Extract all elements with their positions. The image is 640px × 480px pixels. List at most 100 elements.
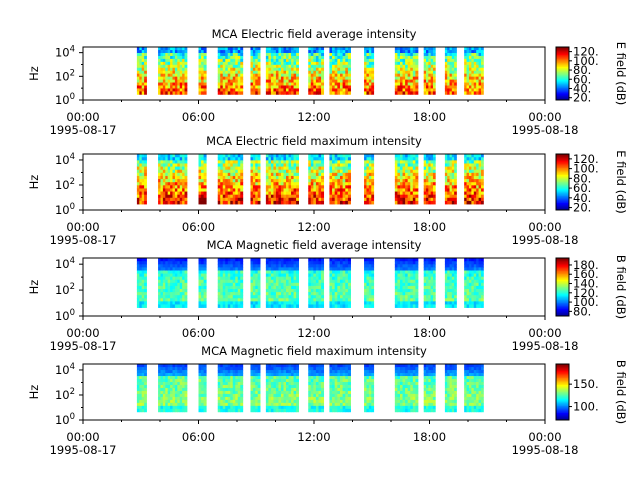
spectrogram-cell: [399, 79, 403, 83]
spectrogram-cell: [158, 384, 161, 389]
colorbar-swatch: [556, 81, 569, 84]
spectrogram-cell: [227, 188, 231, 192]
spectrogram-cell: [428, 301, 432, 305]
colorbar-swatch: [556, 48, 569, 51]
spectrogram-cell: [170, 295, 173, 299]
spectrogram-cell: [280, 188, 284, 192]
spectrogram-cell: [402, 79, 406, 83]
spectrogram-cell: [371, 85, 375, 89]
spectrogram-cell: [397, 154, 401, 158]
spectrogram-cell: [222, 292, 226, 296]
spectrogram-cell: [139, 273, 143, 278]
spectrogram-cell: [144, 82, 147, 86]
spectrogram-cell: [217, 270, 221, 274]
spectrogram-cell: [217, 408, 221, 413]
spectrogram-cell: [230, 279, 234, 284]
spectrogram-cell: [270, 267, 274, 271]
spectrogram-cell: [402, 82, 406, 86]
spectrogram-cell: [337, 304, 341, 308]
spectrogram-cell: [315, 185, 319, 189]
spectrogram-cell: [444, 154, 448, 158]
spectrogram-cell: [217, 163, 221, 167]
spectrogram-cell: [399, 292, 403, 296]
spectrogram-cell: [170, 261, 173, 265]
spectrogram-cell: [165, 73, 169, 78]
spectrogram-cell: [288, 76, 292, 80]
spectrogram-cell: [405, 67, 409, 72]
spectrogram-cell: [217, 194, 221, 199]
spectrogram-cell: [158, 373, 161, 377]
spectrogram-cell: [250, 292, 254, 296]
spectrogram-cell: [273, 58, 277, 63]
spectrogram-cell: [329, 55, 333, 60]
spectrogram-cell: [252, 179, 256, 183]
spectrogram-cell: [141, 367, 145, 371]
spectrogram-cell: [399, 64, 403, 69]
spectrogram-cell: [174, 367, 178, 371]
spectrogram-cell: [222, 289, 226, 293]
spectrogram-cell: [136, 175, 140, 180]
spectrogram-cell: [449, 53, 453, 57]
spectrogram-cell: [162, 396, 166, 401]
spectrogram-cell: [293, 258, 297, 262]
spectrogram-cell: [296, 166, 299, 171]
spectrogram-cell: [220, 73, 224, 78]
spectrogram-cell: [318, 179, 322, 183]
colorbar-swatch: [556, 68, 569, 70]
spectrogram-cell: [162, 191, 166, 196]
spectrogram-cell: [136, 292, 140, 296]
spectrogram-cell: [291, 61, 294, 66]
spectrogram-cell: [310, 64, 314, 69]
spectrogram-cell: [468, 166, 472, 171]
spectrogram-cell: [265, 73, 269, 78]
spectrogram-cell: [423, 276, 427, 281]
spectrogram-cell: [405, 285, 409, 290]
spectrogram-cell: [252, 154, 256, 158]
colorbar-swatch: [556, 301, 569, 304]
spectrogram-cell: [237, 285, 241, 290]
spectrogram-cell: [227, 258, 231, 262]
spectrogram-cell: [278, 67, 282, 72]
spectrogram-cell: [278, 298, 282, 302]
spectrogram-cell: [201, 298, 205, 302]
spectrogram-cell: [237, 53, 241, 57]
x-tick-time-label: 12:00: [297, 220, 330, 234]
spectrogram-cell: [480, 194, 484, 199]
spectrogram-cell: [174, 376, 178, 380]
spectrogram-cell: [407, 197, 411, 202]
spectrogram-cell: [399, 169, 403, 174]
spectrogram-cell: [430, 53, 434, 57]
spectrogram-cell: [468, 276, 472, 281]
spectrogram-cell: [203, 55, 207, 60]
colorbar-swatch: [556, 76, 569, 78]
spectrogram-cell: [237, 264, 241, 268]
spectrogram-cell: [412, 295, 416, 299]
spectrogram-cell: [313, 163, 317, 167]
spectrogram-cell: [473, 282, 477, 287]
spectrogram-cell: [273, 301, 277, 305]
spectrogram-cell: [454, 73, 457, 78]
spectrogram-cell: [318, 160, 322, 164]
colorbar-swatch: [556, 288, 569, 291]
spectrogram-cell: [141, 298, 145, 302]
spectrogram-cell: [220, 55, 224, 60]
colorbar-swatch: [556, 89, 569, 92]
spectrogram-cell: [321, 169, 325, 174]
spectrogram-cell: [426, 67, 429, 72]
spectrogram-cell: [252, 88, 256, 92]
spectrogram-cell: [478, 169, 482, 174]
spectrogram-cell: [407, 70, 411, 75]
spectrogram-cell: [464, 76, 467, 80]
spectrogram-cell: [313, 261, 317, 265]
spectrogram-cell: [321, 185, 325, 189]
spectrogram-cell: [288, 47, 292, 51]
spectrogram-cell: [468, 64, 472, 69]
spectrogram-cell: [412, 289, 416, 293]
spectrogram-cell: [426, 82, 429, 86]
spectrogram-cell: [415, 169, 419, 174]
spectrogram-cell: [201, 282, 205, 287]
spectrogram-cell: [160, 298, 164, 302]
spectrogram-cell: [240, 175, 244, 180]
spectrogram-cell: [310, 61, 314, 66]
spectrogram-cell: [252, 264, 256, 268]
